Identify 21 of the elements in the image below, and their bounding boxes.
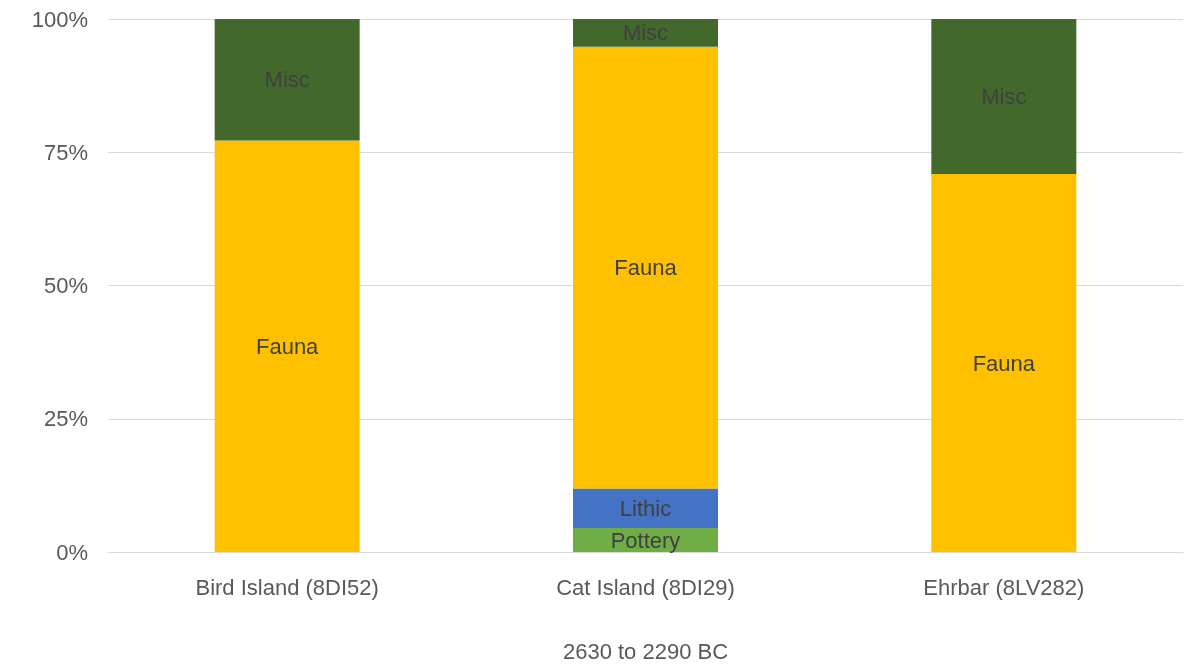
y-tick-label: 75%	[43, 139, 88, 165]
bar	[214, 19, 360, 141]
bar	[931, 174, 1077, 552]
text: Fauna	[255, 333, 319, 359]
bar	[573, 46, 718, 489]
bar	[214, 140, 360, 552]
text: Fauna	[972, 350, 1036, 376]
y-tick-label: 0%	[56, 539, 88, 565]
bar	[573, 19, 718, 47]
y-tick-label: 25%	[43, 406, 88, 432]
series-label: Pottery	[610, 527, 681, 553]
x-tick-label: Bird Island (8DI52)	[195, 574, 379, 600]
series-label: Fauna	[614, 255, 678, 281]
y-tick-label: 100%	[31, 6, 88, 32]
series-label: Lithic	[619, 495, 672, 521]
bar	[573, 488, 718, 529]
y-tick-label: 50%	[43, 273, 88, 298]
x-axis-title: 2630 to 2290 BC	[562, 638, 729, 664]
x-tick-label: Ehrbar (8LV282)	[923, 574, 1085, 600]
bar	[931, 19, 1077, 175]
x-tick-label: Cat Island (8DI29)	[556, 574, 735, 600]
